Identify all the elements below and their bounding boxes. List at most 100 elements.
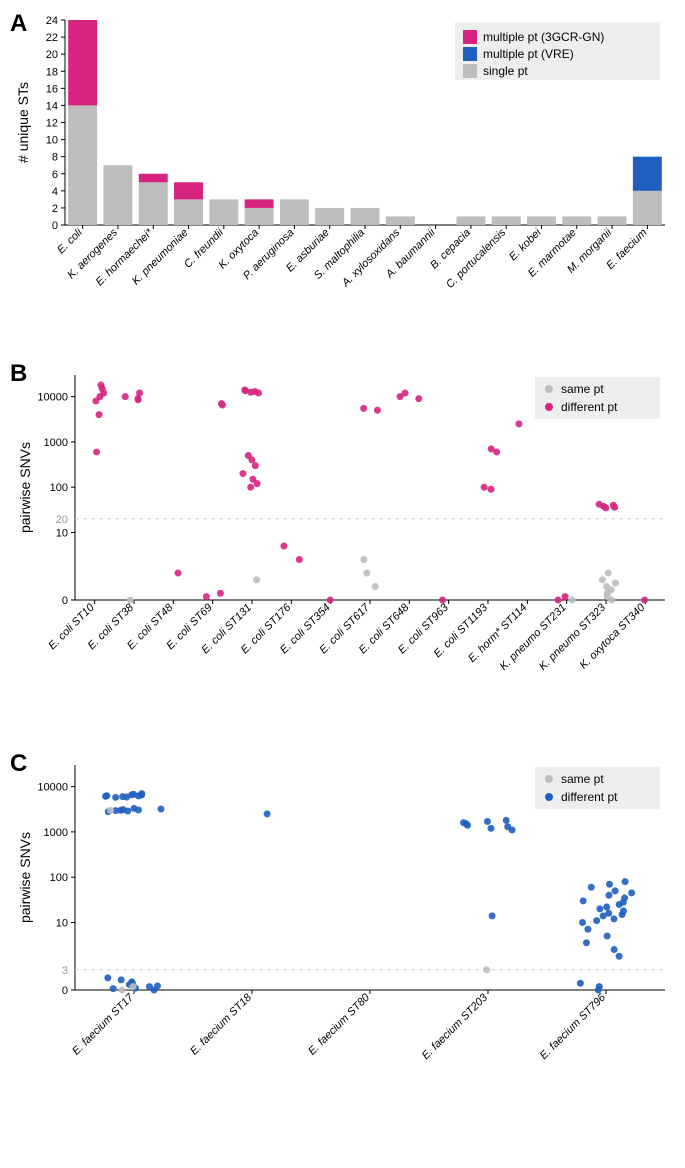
data-point xyxy=(439,597,446,604)
data-point xyxy=(595,987,602,994)
legend-swatch xyxy=(463,30,477,44)
data-point xyxy=(487,486,494,493)
data-point xyxy=(580,897,587,904)
y-tick-label: 8 xyxy=(52,152,58,164)
data-point xyxy=(555,597,562,604)
bar-segment-single xyxy=(103,165,132,225)
panel-b: B 01010010001000020pairwise SNVsE. coli … xyxy=(10,360,675,730)
data-point xyxy=(488,825,495,832)
data-point xyxy=(599,576,606,583)
x-tick-label: E. faecium ST80 xyxy=(306,991,373,1058)
data-point xyxy=(622,878,629,885)
data-point xyxy=(127,597,134,604)
x-tick-label: E. faecium ST17 xyxy=(70,991,137,1058)
data-point xyxy=(96,411,103,418)
data-point xyxy=(123,793,130,800)
legend-swatch xyxy=(463,47,477,61)
data-point xyxy=(360,405,367,412)
data-point xyxy=(583,939,590,946)
data-point xyxy=(253,576,260,583)
scatter-chart-b: 01010010001000020pairwise SNVsE. coli ST… xyxy=(10,360,675,730)
data-point xyxy=(264,810,271,817)
data-point xyxy=(577,980,584,987)
data-point xyxy=(219,402,226,409)
data-point xyxy=(612,580,619,587)
data-point xyxy=(611,946,618,953)
x-tick-label: E. faecium ST796 xyxy=(538,991,609,1062)
data-point xyxy=(612,887,619,894)
data-point xyxy=(247,389,254,396)
data-point xyxy=(493,448,500,455)
legend-swatch xyxy=(545,775,553,783)
y-tick-label: 100 xyxy=(50,872,68,884)
y-axis-label: pairwise SNVs xyxy=(17,832,33,923)
y-tick-label: 10000 xyxy=(37,782,68,794)
bar-segment-multi-gn xyxy=(245,199,274,208)
bar-segment-multi-gn xyxy=(68,20,97,105)
x-tick-label: C. portucalensis xyxy=(444,226,509,291)
data-point xyxy=(628,889,635,896)
data-point xyxy=(372,583,379,590)
data-point xyxy=(118,987,125,994)
data-point xyxy=(118,976,125,983)
bar-segment-single xyxy=(351,208,380,225)
bar-segment-single xyxy=(245,208,274,225)
data-point xyxy=(489,912,496,919)
y-axis-label: # unique STs xyxy=(15,82,31,163)
legend-label: multiple pt (VRE) xyxy=(483,47,574,61)
data-point xyxy=(104,974,111,981)
legend-swatch xyxy=(545,793,553,801)
legend-label: same pt xyxy=(561,382,604,396)
bar-segment-multi-gn xyxy=(139,174,168,183)
data-point xyxy=(608,586,615,593)
data-point xyxy=(584,926,591,933)
y-tick-label: 12 xyxy=(46,118,58,130)
legend-label: same pt xyxy=(561,772,604,786)
y-tick-label: 10 xyxy=(56,528,68,540)
panel-a-label: A xyxy=(10,10,27,38)
data-point xyxy=(605,570,612,577)
y-tick-label: 1000 xyxy=(44,437,68,449)
data-point xyxy=(135,396,142,403)
data-point xyxy=(239,470,246,477)
data-point xyxy=(562,593,569,600)
legend-swatch xyxy=(545,385,553,393)
data-point xyxy=(579,919,586,926)
y-tick-label: 10000 xyxy=(37,392,68,404)
bar-segment-single xyxy=(527,216,556,225)
scatter-chart-c: 0101001000100003pairwise SNVsE. faecium … xyxy=(10,750,675,1120)
y-tick-label: 22 xyxy=(46,32,58,44)
bar-segment-multi-gn xyxy=(174,182,203,199)
data-point xyxy=(374,407,381,414)
data-point xyxy=(280,543,287,550)
y-tick-label: 14 xyxy=(46,100,58,112)
data-point xyxy=(596,905,603,912)
data-point xyxy=(110,985,117,992)
x-tick-label: K. oxytoca ST340 xyxy=(578,601,649,672)
data-point xyxy=(604,593,611,600)
data-point xyxy=(602,504,609,511)
data-point xyxy=(503,817,510,824)
bar-segment-single xyxy=(280,199,309,225)
y-tick-label: 0 xyxy=(52,220,58,232)
data-point xyxy=(483,966,490,973)
data-point xyxy=(97,382,104,389)
threshold-label: 3 xyxy=(62,965,68,977)
data-point xyxy=(616,953,623,960)
legend-label: different pt xyxy=(561,790,618,804)
data-point xyxy=(484,818,491,825)
data-point xyxy=(611,504,618,511)
y-axis-label: pairwise SNVs xyxy=(17,442,33,533)
data-point xyxy=(619,911,626,918)
data-point xyxy=(616,901,623,908)
bar-segment-single xyxy=(492,216,521,225)
legend-swatch xyxy=(463,64,477,78)
y-tick-label: 10 xyxy=(46,135,58,147)
data-point xyxy=(175,570,182,577)
data-point xyxy=(327,597,334,604)
bar-segment-single xyxy=(386,216,415,225)
data-point xyxy=(103,792,110,799)
data-point xyxy=(112,794,119,801)
data-point xyxy=(610,915,617,922)
bar-segment-single xyxy=(633,191,662,225)
